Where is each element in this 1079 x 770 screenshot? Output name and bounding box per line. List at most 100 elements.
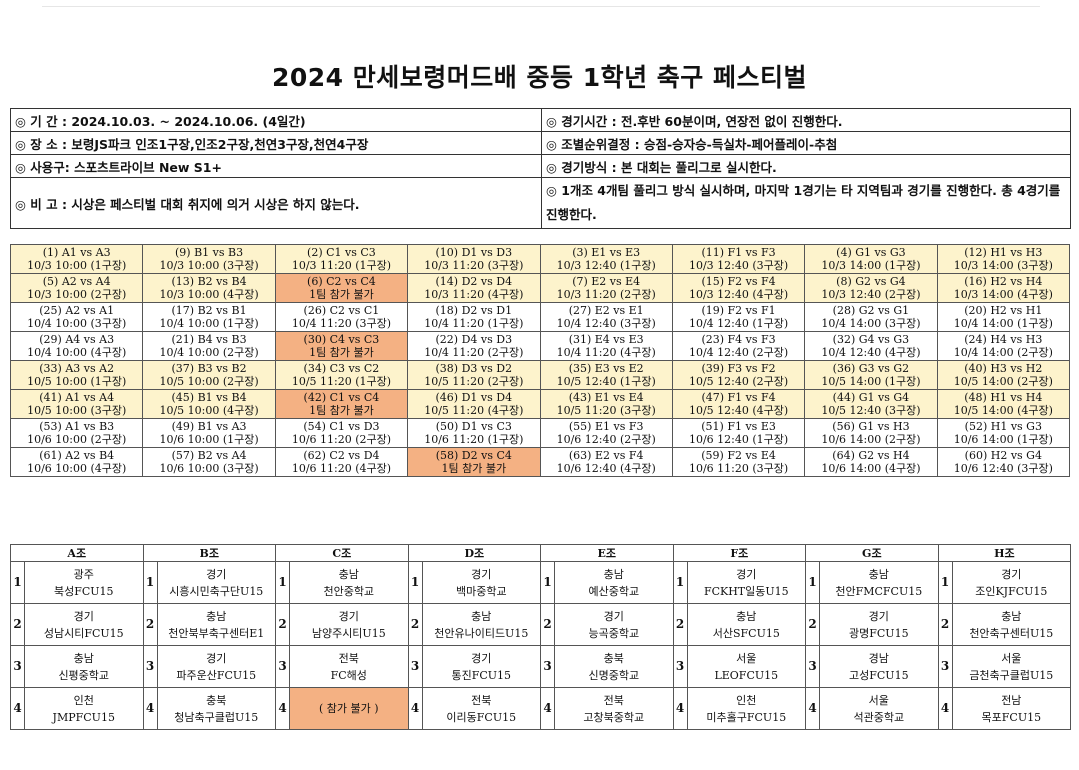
team-row: 1 광주 북성FCU15 1 경기 시흥시민축구단U15 1 충남 천안중학교 1 경기 백마중학교 1…	[10, 561, 1072, 604]
match-label: (41) A1 vs A4	[39, 390, 115, 404]
match-label: (46) D1 vs D4	[435, 390, 513, 404]
team-name: 파주운산FCU15	[176, 668, 257, 682]
teams-table: A조 B조 C조 D조 E조 F조 G조 H조 1 광주 북성FCU15 1 경기 시흥시민축구단U15 1…	[10, 544, 1072, 730]
match-cell: (42) C1 vs C4 1팀 참가 불가	[274, 389, 409, 419]
match-cell: (41) A1 vs A4 10/5 10:00 (3구장)	[9, 389, 144, 419]
team-cell: 충남 천안축구센터U15	[951, 603, 1072, 646]
team-region: 인천	[73, 693, 94, 707]
match-cell: (11) F1 vs F3 10/3 12:40 (3구장)	[671, 244, 806, 274]
match-time: 10/3 10:00 (4구장)	[159, 288, 259, 301]
team-name: 조인KJFCU15	[975, 584, 1048, 598]
match-label: (10) D1 vs D3	[435, 245, 513, 259]
team-region: 전북	[603, 693, 624, 707]
team-region: 충북	[206, 693, 227, 707]
format-text: ◎ 경기방식 : 본 대회는 풀리그로 실시한다.	[541, 154, 1071, 178]
team-cell: 경기 파주운산FCU15	[156, 645, 277, 688]
team-seed-number: 3	[540, 645, 556, 688]
group-header: G조	[805, 544, 939, 562]
team-region: 경기	[471, 567, 492, 581]
match-time: 10/4 14:00 (2구장)	[953, 346, 1053, 359]
match-cell: (15) F2 vs F4 10/3 12:40 (4구장)	[671, 273, 806, 303]
team-seed-number: 2	[142, 603, 158, 646]
match-cell: (12) H1 vs H3 10/3 14:00 (3구장)	[936, 244, 1071, 274]
team-region: 충남	[471, 609, 492, 623]
match-time: 10/6 14:00 (4구장)	[821, 462, 921, 475]
match-cell: (52) H1 vs G3 10/6 14:00 (1구장)	[936, 418, 1071, 448]
team-cell: 경기 남양주시티U15	[289, 603, 409, 646]
match-cell: (32) G4 vs G3 10/4 12:40 (4구장)	[804, 331, 938, 361]
match-time: 10/3 12:40 (2구장)	[821, 288, 921, 301]
match-time: 10/6 10:00 (2구장)	[27, 433, 127, 446]
match-cell: (34) C3 vs C2 10/5 11:20 (1구장)	[274, 360, 409, 390]
team-name: 고성FCU15	[849, 668, 909, 682]
team-seed-number: 1	[142, 561, 158, 604]
group-header-row: A조 B조 C조 D조 E조 F조 G조 H조	[10, 544, 1072, 562]
match-time-text: ◎ 경기시간 : 전.후반 60분이며, 연장전 없이 진행한다.	[541, 108, 1071, 132]
schedule-row: (53) A1 vs B3 10/6 10:00 (2구장) (49) B1 vs …	[9, 418, 1071, 448]
team-cell: 경기 시흥시민축구단U15	[156, 561, 277, 604]
match-time: 10/4 10:00 (2구장)	[159, 346, 259, 359]
match-cell: (30) C4 vs C3 1팀 참가 불가	[274, 331, 409, 361]
team-cell: 광주 북성FCU15	[24, 561, 144, 604]
match-cell: (43) E1 vs E4 10/5 11:20 (3구장)	[539, 389, 673, 419]
match-label: (2) C1 vs C3	[307, 245, 376, 259]
match-time: 10/4 10:00 (4구장)	[27, 346, 127, 359]
team-seed-number: 2	[805, 603, 821, 646]
match-time: 10/4 10:00 (3구장)	[27, 317, 127, 330]
match-time: 10/6 12:40 (4구장)	[556, 462, 656, 475]
schedule-row: (33) A3 vs A2 10/5 10:00 (1구장) (37) B3 vs …	[9, 360, 1071, 390]
match-time: 10/3 10:00 (2구장)	[27, 288, 127, 301]
match-time: 10/6 10:00 (4구장)	[27, 462, 127, 475]
team-seed-number: 1	[407, 561, 423, 604]
match-label: (47) F1 vs F4	[701, 390, 776, 404]
team-region: 충남	[603, 567, 624, 581]
match-cell: (2) C1 vs C3 10/3 11:20 (1구장)	[274, 244, 409, 274]
match-time: 10/5 12:40 (1구장)	[556, 375, 656, 388]
match-cell: (47) F1 vs F4 10/5 12:40 (4구장)	[671, 389, 806, 419]
team-region: 전남	[1001, 693, 1022, 707]
match-label: (64) G2 vs H4	[832, 448, 910, 462]
match-label: (42) C1 vs C4	[303, 390, 380, 404]
team-name: 광명FCU15	[849, 626, 909, 640]
match-cell: (29) A4 vs A3 10/4 10:00 (4구장)	[9, 331, 144, 361]
schedule-row: (41) A1 vs A4 10/5 10:00 (3구장) (45) B1 vs …	[9, 389, 1071, 419]
team-seed-number: 1	[540, 561, 556, 604]
venue-text: ◎ 장 소 : 보령JS파크 인조1구장,인조2구장,천연3구장,천연4구장	[10, 131, 542, 155]
match-label: (33) A3 vs A2	[39, 361, 115, 375]
match-time: 10/3 12:40 (3구장)	[688, 259, 789, 272]
match-label: (53) A1 vs B3	[39, 419, 115, 433]
match-label: (52) H1 vs G3	[964, 419, 1042, 433]
match-time: 10/6 11:20 (3구장)	[688, 462, 789, 475]
team-seed-number: 2	[407, 603, 423, 646]
match-time: 10/4 14:00 (1구장)	[953, 317, 1053, 330]
match-label: (5) A2 vs A4	[42, 274, 111, 288]
match-label: (54) C1 vs D3	[303, 419, 380, 433]
schedule-row: (29) A4 vs A3 10/4 10:00 (4구장) (21) B4 vs …	[9, 331, 1071, 361]
match-label: (49) B1 vs A3	[171, 419, 247, 433]
match-cell: (63) E2 vs F4 10/6 12:40 (4구장)	[539, 447, 673, 477]
match-time: 10/5 10:00 (4구장)	[159, 404, 259, 417]
team-seed-number: 2	[540, 603, 556, 646]
team-name: 청남축구클럽U15	[174, 710, 259, 724]
team-cell: 인천 JMPFCU15	[24, 687, 144, 730]
match-time: 10/5 14:00 (1구장)	[821, 375, 921, 388]
match-label: (9) B1 vs B3	[175, 245, 244, 259]
team-cell: ( 참가 불가 )	[289, 687, 409, 730]
team-region: 경기	[206, 567, 227, 581]
match-cell: (45) B1 vs B4 10/5 10:00 (4구장)	[142, 389, 276, 419]
team-region: 경기	[868, 609, 889, 623]
match-cell: (51) F1 vs E3 10/6 12:40 (1구장)	[671, 418, 806, 448]
match-cell: (46) D1 vs D4 10/5 11:20 (4구장)	[407, 389, 541, 419]
team-region: 경기	[471, 651, 492, 665]
match-label: (28) G2 vs G1	[832, 303, 910, 317]
team-seed-number: 3	[672, 645, 688, 688]
match-cell: (40) H3 vs H2 10/5 14:00 (2구장)	[936, 360, 1071, 390]
team-cell: 충남 예산중학교	[554, 561, 674, 604]
team-region: 충남	[338, 567, 359, 581]
team-cell: 경기 능곡중학교	[554, 603, 674, 646]
match-cell: (57) B2 vs A4 10/6 10:00 (3구장)	[142, 447, 276, 477]
match-label: (25) A2 vs A1	[39, 303, 115, 317]
match-label: (15) F2 vs F4	[701, 274, 776, 288]
